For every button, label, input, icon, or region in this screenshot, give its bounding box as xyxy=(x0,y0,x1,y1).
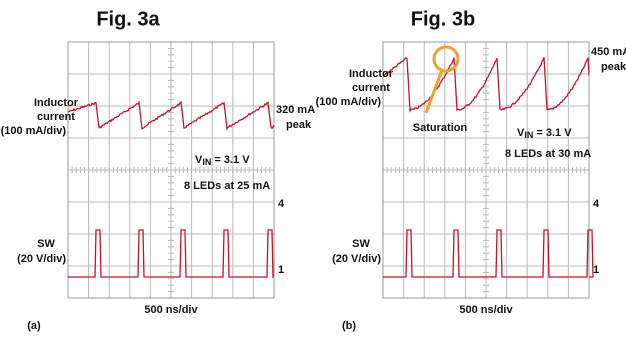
sw-label: (20 V/div) xyxy=(332,253,381,265)
inductor-label: current xyxy=(37,111,75,123)
inductor-label: Inductor xyxy=(34,97,79,109)
channel-marker: 4 xyxy=(593,198,600,210)
inductor-label: Inductor xyxy=(349,68,394,80)
vin-subscript: IN xyxy=(524,130,533,140)
annotation: Saturation xyxy=(413,122,468,134)
peak-label: peak xyxy=(286,119,312,131)
inductor-label: current xyxy=(352,82,390,94)
sw-label: (20 V/div) xyxy=(17,253,66,265)
peak-label: peak xyxy=(601,61,626,73)
scope-panel: Fig. 3b Inductor current (100 mA/div) 450 mA… xyxy=(316,8,626,332)
vin-rest: = 3.1 V xyxy=(211,154,250,166)
leds-label: 8 LEDs at 30 mA xyxy=(505,148,591,160)
inductor-label: (100 mA/div) xyxy=(316,96,382,108)
channel-marker: 1 xyxy=(593,264,599,276)
leds-label: 8 LEDs at 25 mA xyxy=(184,180,270,192)
vin-subscript: IN xyxy=(202,157,211,167)
figure-title: Fig. 3a xyxy=(96,8,160,30)
vin-label: VIN = 3.1 V xyxy=(517,127,572,140)
sw-label: SW xyxy=(37,238,55,250)
scope-panel: Fig. 3a Inductor current (100 mA/div) 320 mA… xyxy=(1,8,316,332)
figure-title: Fig. 3b xyxy=(411,8,475,30)
panel-tag: (a) xyxy=(27,320,41,332)
panel-tag: (b) xyxy=(342,320,356,332)
channel-marker: 1 xyxy=(278,264,284,276)
vin-rest: = 3.1 V xyxy=(533,127,572,139)
vin-label: VIN = 3.1 V xyxy=(195,154,250,167)
timebase-label: 500 ns/div xyxy=(459,304,513,316)
peak-label: 320 mA xyxy=(276,104,315,116)
channel-marker: 4 xyxy=(278,198,285,210)
callout-line xyxy=(426,70,442,113)
peak-label: 450 mA xyxy=(591,46,626,58)
timebase-label: 500 ns/div xyxy=(144,304,198,316)
sw-label: SW xyxy=(352,238,370,250)
figure: Fig. 3aInductorcurrent(100 mA/div)320 mA… xyxy=(0,0,626,341)
inductor-label: (100 mA/div) xyxy=(1,125,67,137)
